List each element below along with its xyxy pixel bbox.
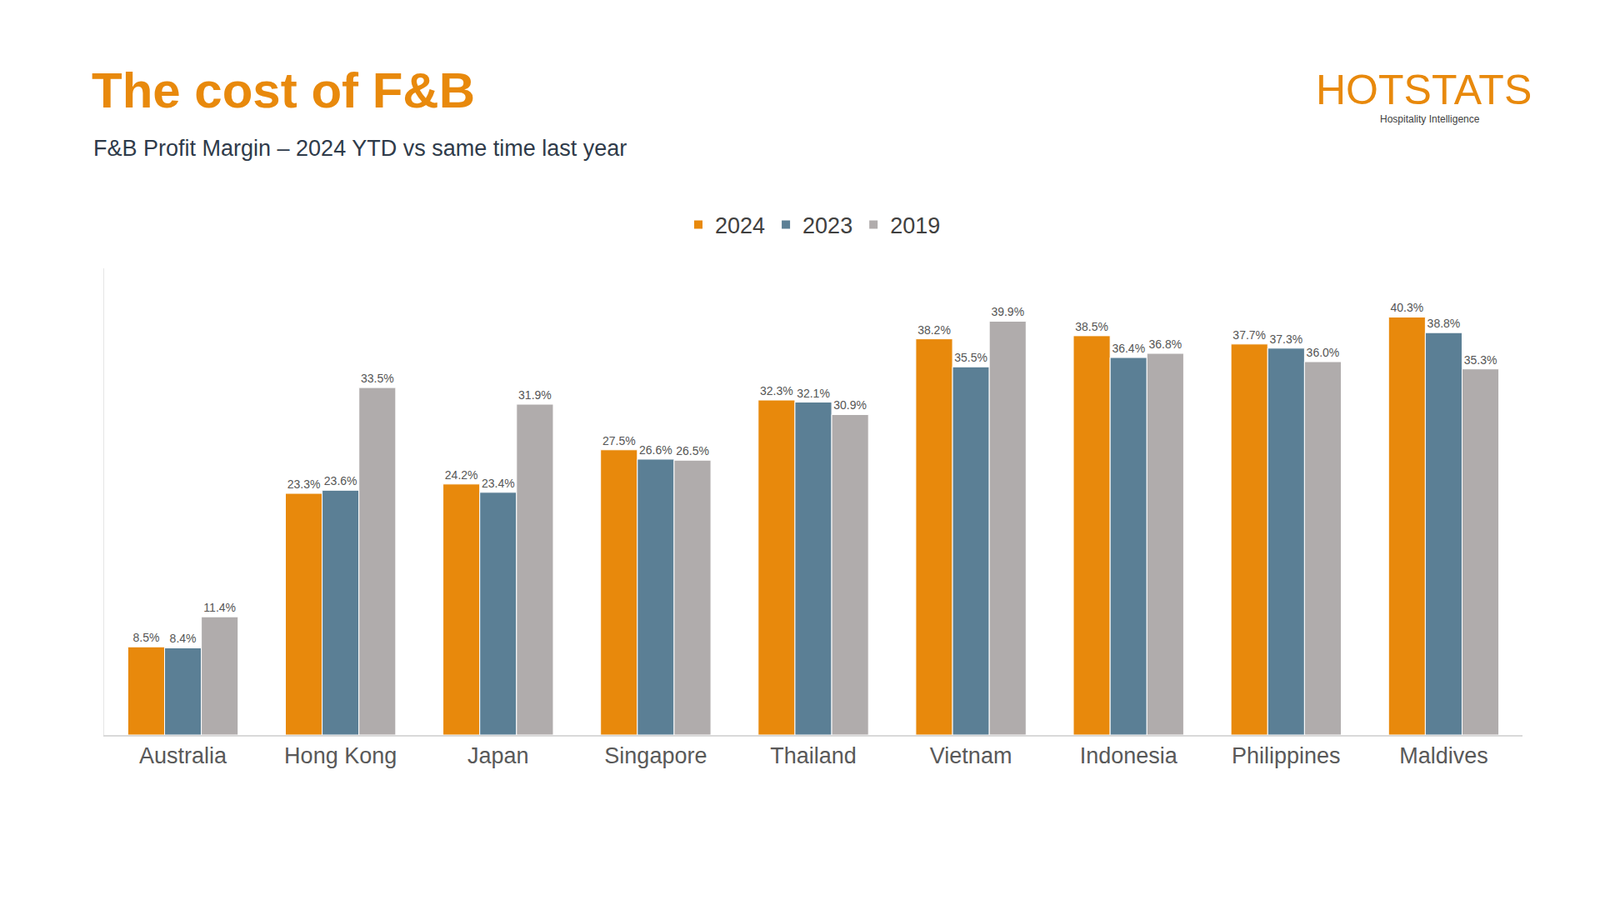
svg-text:26.5%: 26.5%: [675, 444, 710, 458]
svg-text:27.5%: 27.5%: [602, 434, 636, 448]
svg-text:Thailand: Thailand: [770, 743, 857, 769]
svg-text:23.6%: 23.6%: [324, 474, 358, 488]
svg-text:30.9%: 30.9%: [833, 398, 867, 412]
svg-text:2019: 2019: [890, 213, 940, 239]
svg-text:37.3%: 37.3%: [1269, 332, 1303, 346]
svg-text:40.3%: 40.3%: [1390, 300, 1424, 315]
svg-text:24.2%: 24.2%: [445, 468, 479, 482]
svg-text:Hong Kong: Hong Kong: [284, 743, 397, 769]
svg-text:Singapore: Singapore: [604, 743, 707, 769]
svg-text:8.5%: 8.5%: [132, 630, 160, 645]
svg-text:37.7%: 37.7%: [1232, 328, 1266, 342]
svg-text:38.2%: 38.2%: [917, 323, 951, 337]
svg-text:38.5%: 38.5%: [1075, 320, 1109, 334]
svg-text:35.5%: 35.5%: [954, 350, 988, 365]
svg-text:39.9%: 39.9%: [990, 305, 1025, 319]
svg-text:36.4%: 36.4%: [1111, 341, 1145, 355]
svg-text:The cost of F&B: The cost of F&B: [91, 62, 475, 119]
svg-text:33.5%: 33.5%: [360, 371, 395, 385]
svg-text:26.6%: 26.6%: [639, 443, 673, 457]
svg-text:2024: 2024: [715, 213, 765, 239]
svg-text:36.0%: 36.0%: [1306, 345, 1340, 360]
svg-text:Vietnam: Vietnam: [930, 743, 1013, 769]
svg-text:Philippines: Philippines: [1231, 743, 1341, 769]
svg-text:32.3%: 32.3%: [760, 384, 794, 398]
svg-text:2023: 2023: [802, 213, 853, 239]
svg-text:Australia: Australia: [139, 743, 228, 769]
svg-text:HOTSTATS: HOTSTATS: [1315, 66, 1532, 114]
svg-text:8.4%: 8.4%: [170, 631, 197, 645]
svg-text:32.1%: 32.1%: [796, 386, 830, 400]
svg-text:Japan: Japan: [467, 743, 530, 769]
svg-text:38.8%: 38.8%: [1427, 316, 1461, 330]
svg-text:Indonesia: Indonesia: [1080, 743, 1179, 769]
svg-text:23.4%: 23.4%: [481, 476, 515, 490]
svg-text:23.3%: 23.3%: [287, 477, 321, 491]
svg-text:31.9%: 31.9%: [518, 388, 552, 402]
svg-text:11.4%: 11.4%: [203, 600, 236, 615]
svg-text:F&B Profit Margin – 2024 YTD v: F&B Profit Margin – 2024 YTD vs same tim…: [93, 135, 627, 161]
svg-text:35.3%: 35.3%: [1464, 353, 1498, 367]
svg-text:36.8%: 36.8%: [1148, 337, 1182, 351]
svg-text:Hospitality Intelligence: Hospitality Intelligence: [1380, 113, 1480, 125]
svg-text:Maldives: Maldives: [1399, 743, 1489, 769]
